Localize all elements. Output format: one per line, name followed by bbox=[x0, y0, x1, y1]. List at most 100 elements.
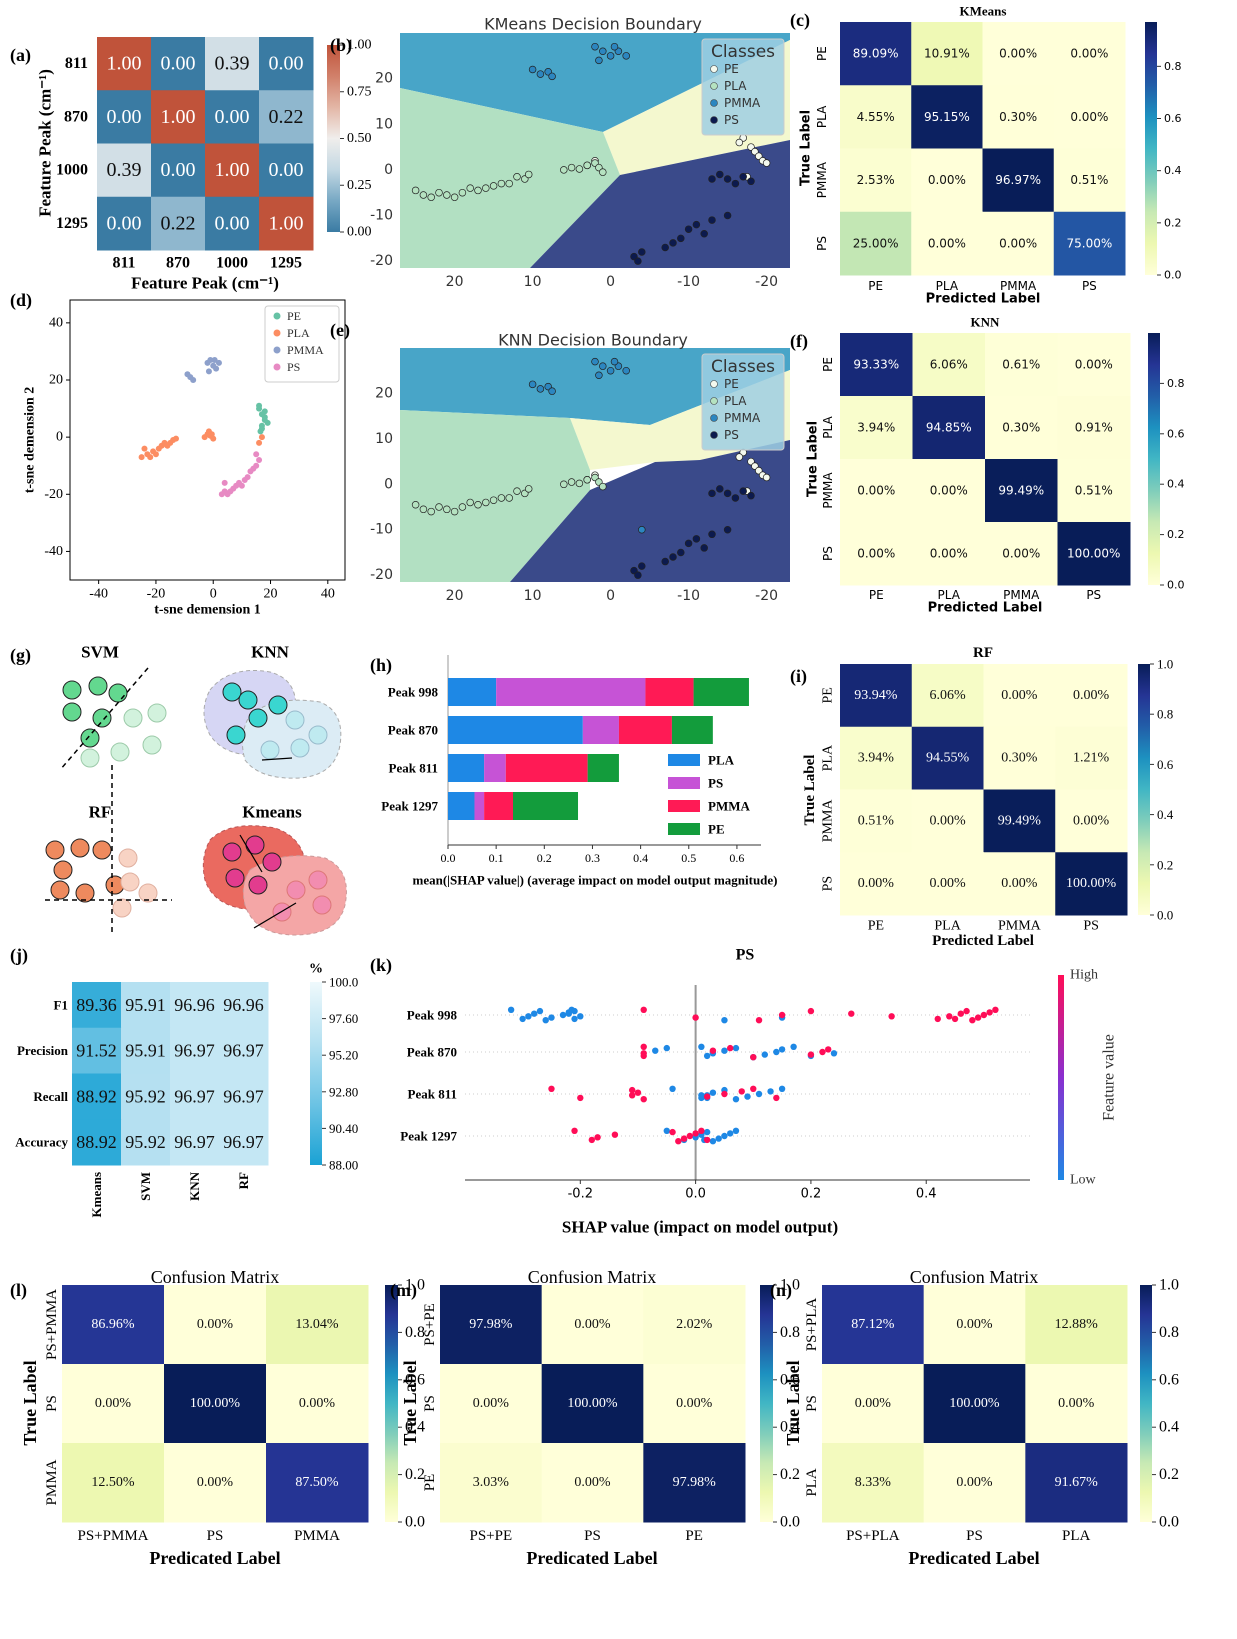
data-point bbox=[589, 1137, 595, 1143]
colorbar-tick-label: 0.2 bbox=[780, 1466, 800, 1483]
colorbar-tick-label: 0.6 bbox=[1157, 757, 1174, 772]
data-point bbox=[763, 474, 770, 481]
schematic-circle bbox=[269, 696, 287, 714]
data-point bbox=[490, 497, 497, 504]
x-tick-label: 0.4 bbox=[916, 1187, 937, 1202]
colorbar-tick-label: 88.00 bbox=[329, 1158, 358, 1173]
legend-swatch bbox=[668, 823, 700, 835]
y-axis-label: True Label bbox=[20, 1360, 40, 1445]
legend-marker bbox=[274, 330, 281, 337]
legend-marker bbox=[711, 117, 718, 124]
colorbar-tick-label: 0.6 bbox=[1159, 1371, 1179, 1388]
cell-label: 0.00% bbox=[956, 1317, 993, 1332]
cell-label: 10.91% bbox=[924, 47, 970, 61]
data-point bbox=[698, 1044, 704, 1050]
data-point bbox=[638, 249, 645, 256]
data-point bbox=[739, 1088, 745, 1094]
legend-label: PMMA bbox=[724, 411, 761, 425]
cell-label: 0.30% bbox=[1002, 421, 1040, 435]
colorbar-tick-label: 0.0 bbox=[780, 1514, 800, 1531]
cell-label: 95.92 bbox=[125, 1132, 166, 1152]
data-point bbox=[519, 1016, 525, 1022]
data-point bbox=[577, 1013, 583, 1019]
data-point bbox=[525, 1013, 531, 1019]
legend-label: PS bbox=[724, 113, 739, 127]
schematic-circle bbox=[246, 836, 264, 854]
x-tick-label: PS bbox=[966, 1528, 983, 1544]
y-tick-label: Precision bbox=[17, 1043, 69, 1058]
method-label: SVM bbox=[81, 643, 119, 662]
data-point bbox=[256, 457, 262, 463]
legend-title: Classes bbox=[711, 42, 775, 62]
data-point bbox=[420, 506, 427, 513]
x-axis-label: SHAP value (impact on model output) bbox=[562, 1218, 838, 1237]
data-point bbox=[641, 1007, 647, 1013]
x-tick-label: 0.6 bbox=[729, 851, 744, 865]
colorbar-tick-label: 0.0 bbox=[1159, 1514, 1179, 1531]
x-tick-label: 0 bbox=[606, 274, 615, 290]
panel-label: (g) bbox=[10, 645, 31, 666]
colorbar-tick-label: 1.0 bbox=[1157, 657, 1173, 672]
data-point bbox=[779, 1046, 785, 1052]
x-tick-label: RF bbox=[236, 1172, 251, 1189]
data-point bbox=[710, 1138, 716, 1144]
colorbar-tick-label: 0.8 bbox=[1167, 377, 1185, 390]
legend-label: PLA bbox=[724, 79, 747, 93]
x-tick-label: PE bbox=[868, 919, 884, 934]
data-point bbox=[704, 1093, 710, 1099]
y-axis-label: True Label bbox=[783, 1360, 803, 1445]
cell-label: 95.91 bbox=[125, 1041, 166, 1061]
y-tick-label: -20 bbox=[370, 567, 393, 583]
bar bbox=[645, 678, 693, 706]
cell-label: 0.00% bbox=[999, 47, 1037, 61]
data-point bbox=[727, 1130, 733, 1136]
cell-label: 1.00 bbox=[215, 159, 250, 181]
data-point bbox=[537, 71, 544, 78]
y-tick-label: -10 bbox=[370, 208, 393, 224]
colorbar-tick-label: 0.2 bbox=[1164, 216, 1182, 229]
x-tick-label: -0.2 bbox=[568, 1187, 593, 1202]
x-tick-label: SVM bbox=[138, 1172, 153, 1201]
colorbar-tick-label: 0.6 bbox=[1164, 112, 1182, 125]
chart-title: KNN bbox=[971, 315, 1001, 330]
legend-label: PE bbox=[708, 822, 725, 837]
y-tick-label: 40 bbox=[49, 315, 63, 330]
cell-label: 0.30% bbox=[1001, 751, 1038, 766]
data-point bbox=[670, 554, 677, 561]
x-tick-label: PE bbox=[685, 1528, 703, 1544]
schematic-circle bbox=[93, 709, 111, 727]
data-point bbox=[709, 217, 716, 224]
data-point bbox=[704, 1129, 710, 1135]
schematic-circle bbox=[51, 881, 69, 899]
cell-label: 0.00% bbox=[197, 1475, 234, 1490]
data-point bbox=[652, 1048, 658, 1054]
y-tick-label: PMMA bbox=[821, 799, 836, 843]
data-point bbox=[596, 57, 603, 64]
data-point bbox=[779, 1086, 785, 1092]
data-point bbox=[888, 1013, 894, 1019]
bar bbox=[619, 716, 672, 744]
data-point bbox=[692, 1130, 698, 1136]
cell-label: 94.85% bbox=[926, 421, 972, 435]
data-point bbox=[685, 540, 692, 547]
x-axis-label: t-sne demension 1 bbox=[154, 603, 261, 618]
data-point bbox=[662, 558, 669, 565]
cell-label: 0.00% bbox=[928, 173, 966, 187]
cell-label: 0.00% bbox=[858, 876, 895, 891]
panel-label: (l) bbox=[10, 1280, 27, 1301]
data-point bbox=[508, 1007, 514, 1013]
data-point bbox=[623, 52, 630, 59]
data-point bbox=[762, 1051, 768, 1057]
legend-title: Classes bbox=[711, 357, 775, 377]
schematic-circle bbox=[71, 839, 89, 857]
x-tick-label: PS bbox=[1083, 919, 1099, 934]
data-point bbox=[662, 244, 669, 251]
data-point bbox=[969, 1017, 975, 1023]
cell-label: 91.67% bbox=[1055, 1475, 1099, 1490]
cell-label: 0.00% bbox=[95, 1396, 132, 1411]
data-point bbox=[265, 420, 271, 426]
figure: 1.000.000.390.000.001.000.000.220.390.00… bbox=[0, 0, 1237, 1639]
x-tick-label: 1295 bbox=[270, 255, 302, 272]
data-point bbox=[669, 1086, 675, 1092]
schematic-circle bbox=[309, 871, 327, 889]
